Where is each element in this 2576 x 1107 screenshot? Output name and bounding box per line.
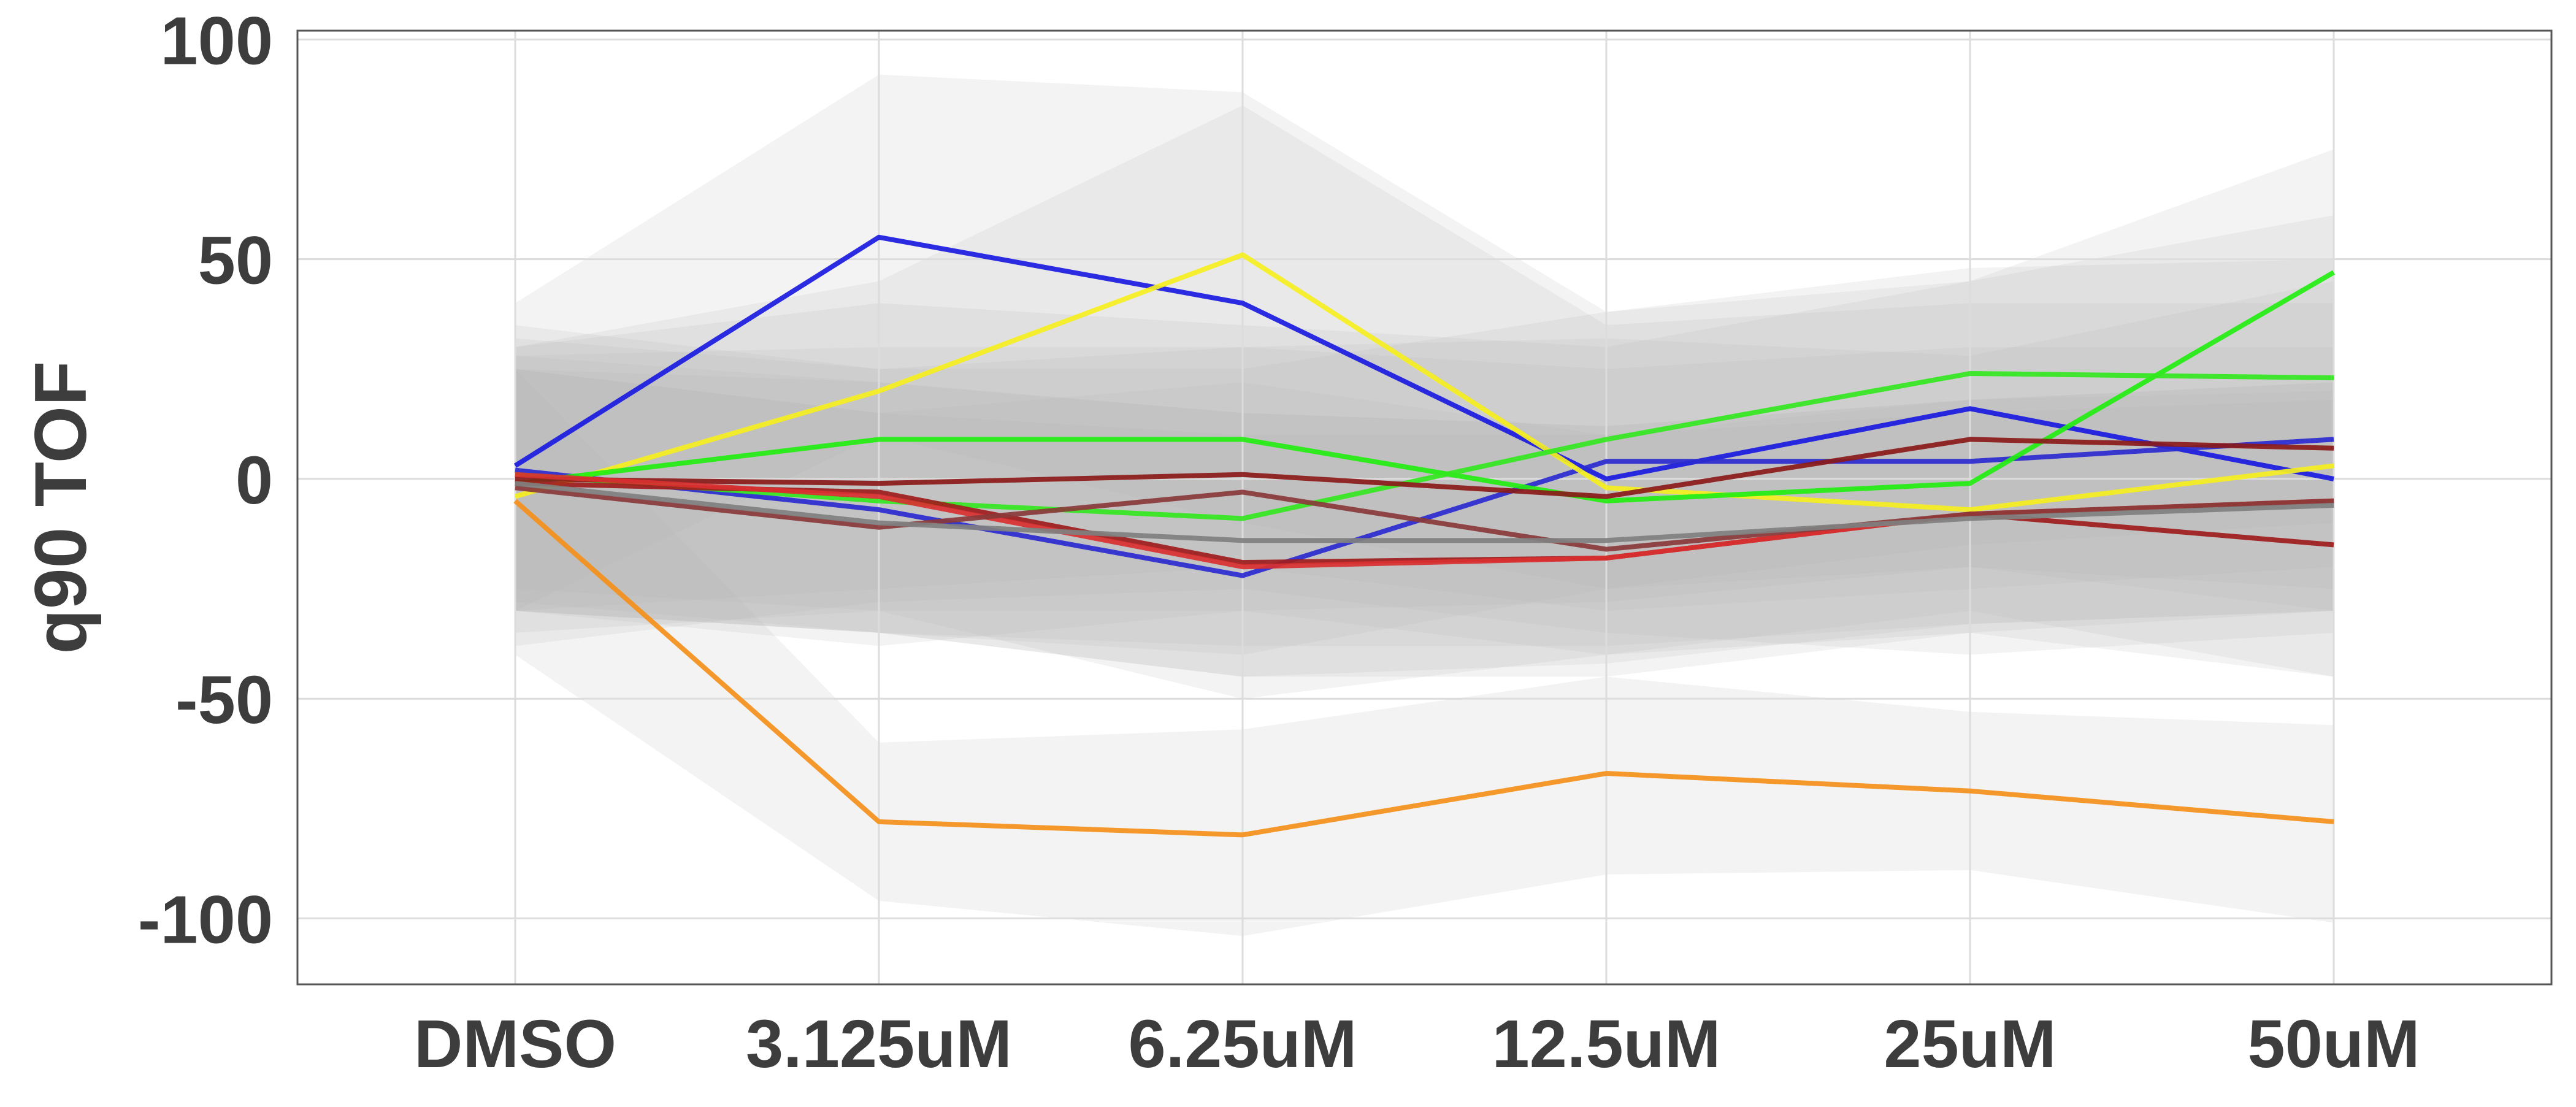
series-band-0 (515, 74, 2334, 611)
y-tick-label: -50 (175, 662, 273, 738)
series-line-3 (515, 270, 2336, 504)
series-line-8 (515, 485, 2334, 552)
x-tick-label: DMSO (414, 1006, 616, 1082)
x-tick-labels: DMSO 3.125uM 6.25uM 12.5uM 25uM 50uM (414, 1006, 2420, 1082)
series-line-4 (515, 370, 2334, 521)
y-tick-label: 50 (198, 223, 273, 299)
plot-border (296, 29, 2553, 986)
y-tick-label: 100 (160, 3, 273, 79)
x-tick-label: 12.5uM (1492, 1006, 1721, 1082)
series-line-10 (513, 499, 2334, 838)
series-line-0 (513, 234, 2334, 481)
series-line-5 (515, 437, 2334, 499)
x-tick-label: 3.125uM (746, 1006, 1012, 1082)
series-line-2 (514, 252, 2334, 513)
series-line-9 (515, 481, 2334, 543)
x-tick-label: 50uM (2247, 1006, 2420, 1082)
y-tick-label: -100 (138, 883, 273, 958)
y-axis-label: q90 TOF (20, 361, 102, 654)
y-tick-label: 0 (236, 443, 273, 518)
series-band-1 (515, 281, 2334, 699)
x-tick-label: 6.25uM (1129, 1006, 1357, 1082)
series-band-4 (515, 259, 2334, 655)
confidence-bands (515, 74, 2334, 937)
series-lines (513, 234, 2336, 838)
series-band-10 (515, 369, 2334, 937)
x-tick-label: 25uM (1884, 1006, 2056, 1082)
y-tick-labels: 100 50 0 -50 -100 (138, 3, 273, 957)
